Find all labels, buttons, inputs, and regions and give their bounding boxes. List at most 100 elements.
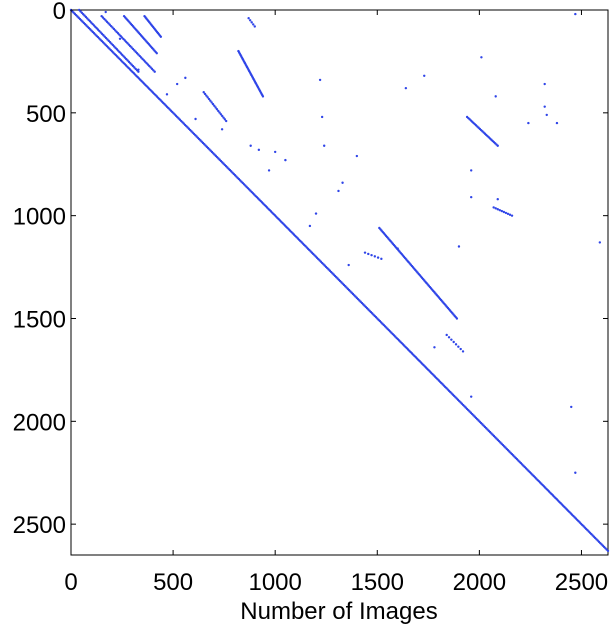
data-point — [137, 68, 140, 71]
data-point — [470, 195, 473, 199]
data-point-seg5 — [247, 17, 250, 20]
x-tick-label: 500 — [153, 569, 193, 596]
data-point — [249, 144, 252, 147]
data-point-seg7 — [205, 94, 208, 97]
data-point-seg12 — [380, 257, 383, 261]
data-point — [598, 241, 602, 244]
data-marks — [69, 8, 610, 553]
y-tick-label: 1000 — [13, 204, 66, 231]
x-tick-label: 1500 — [351, 569, 404, 596]
data-point-seg10 — [502, 210, 506, 214]
data-point — [574, 12, 577, 16]
data-point-seg11 — [447, 336, 451, 339]
data-point — [470, 395, 473, 398]
data-point-seg1 — [137, 70, 140, 73]
data-point — [175, 82, 179, 86]
data-point-seg11 — [454, 343, 458, 346]
data-point-seg5 — [250, 21, 253, 24]
y-tick-label: 2500 — [13, 512, 66, 539]
y-tick-labels: 0 500 1000 1500 2000 2500 — [13, 0, 66, 539]
x-tick-label: 0 — [64, 569, 77, 596]
x-tick-label: 2000 — [453, 569, 506, 596]
data-point — [480, 56, 483, 59]
data-point-seg10 — [506, 212, 510, 216]
axis-ticks — [70, 9, 608, 555]
data-point-seg7 — [213, 104, 216, 108]
data-point-seg7 — [206, 96, 209, 99]
data-point-seg7 — [221, 114, 224, 118]
data-point — [457, 245, 461, 248]
data-point-seg12 — [367, 252, 370, 256]
data-point — [496, 198, 499, 201]
data-point — [220, 128, 224, 131]
data-point — [396, 247, 399, 250]
data-point — [194, 117, 197, 121]
data-point-seg10 — [496, 208, 499, 211]
data-point-seg10 — [492, 206, 495, 209]
data-point — [308, 224, 312, 228]
data-point — [347, 263, 350, 267]
data-point — [570, 405, 573, 409]
data-point — [355, 154, 359, 158]
data-point — [574, 471, 577, 474]
data-point-seg10 — [510, 214, 514, 217]
data-point-seg7 — [215, 108, 219, 111]
data-point — [433, 346, 436, 349]
data-point-seg7 — [202, 91, 205, 94]
data-point — [314, 212, 318, 215]
data-point-seg7 — [219, 113, 223, 116]
data-point — [555, 121, 559, 125]
data-point-seg7 — [214, 106, 217, 109]
data-point-seg7 — [210, 101, 213, 104]
data-point — [545, 113, 548, 117]
x-tick-labels: 0 500 1000 1500 2000 2500 — [64, 569, 608, 596]
data-point-seg4 — [159, 35, 163, 38]
data-point-seg11 — [445, 333, 448, 337]
data-point-seg10 — [500, 209, 504, 213]
data-point-seg12 — [363, 251, 367, 254]
data-point-seg3 — [155, 51, 158, 55]
data-point — [470, 169, 473, 172]
data-point — [527, 121, 530, 125]
data-point-seg11 — [459, 347, 462, 351]
data-point — [267, 169, 271, 172]
data-point — [165, 93, 169, 96]
data-point — [404, 86, 408, 90]
data-point — [118, 37, 122, 40]
data-point-seg2 — [153, 70, 156, 73]
data-point-seg11 — [457, 345, 460, 348]
data-point-seg10 — [494, 207, 497, 210]
data-point — [543, 105, 546, 108]
data-point-seg12 — [373, 255, 377, 258]
y-tick-label: 1500 — [13, 306, 66, 333]
data-point — [337, 189, 340, 193]
x-axis-title: Number of Images — [240, 598, 437, 625]
data-point — [284, 158, 287, 162]
data-point-seg11 — [452, 340, 455, 344]
y-tick-label: 0 — [53, 0, 66, 25]
data-point — [322, 144, 326, 147]
data-point — [341, 181, 344, 184]
y-tick-label: 2000 — [13, 409, 66, 436]
data-point — [494, 95, 497, 98]
data-point-seg10 — [508, 213, 512, 216]
data-point-seg9 — [496, 144, 499, 147]
data-point-seg7 — [224, 119, 228, 123]
data-point-seg7 — [217, 109, 220, 113]
data-point — [320, 115, 324, 119]
x-tick-label: 1000 — [248, 569, 301, 596]
data-point-seg12 — [376, 256, 380, 259]
data-point-seg6 — [261, 95, 265, 98]
data-point-seg7 — [207, 97, 211, 101]
data-point-seg7 — [222, 116, 225, 119]
data-point-seg5 — [248, 19, 252, 22]
data-point-seg7 — [203, 92, 207, 96]
data-point-seg8 — [455, 317, 459, 320]
data-point — [257, 148, 261, 152]
y-tick-label: 500 — [26, 101, 66, 128]
data-point — [273, 150, 277, 154]
data-point — [423, 74, 426, 78]
data-point — [543, 82, 546, 86]
x-tick-label: 2500 — [555, 569, 608, 596]
